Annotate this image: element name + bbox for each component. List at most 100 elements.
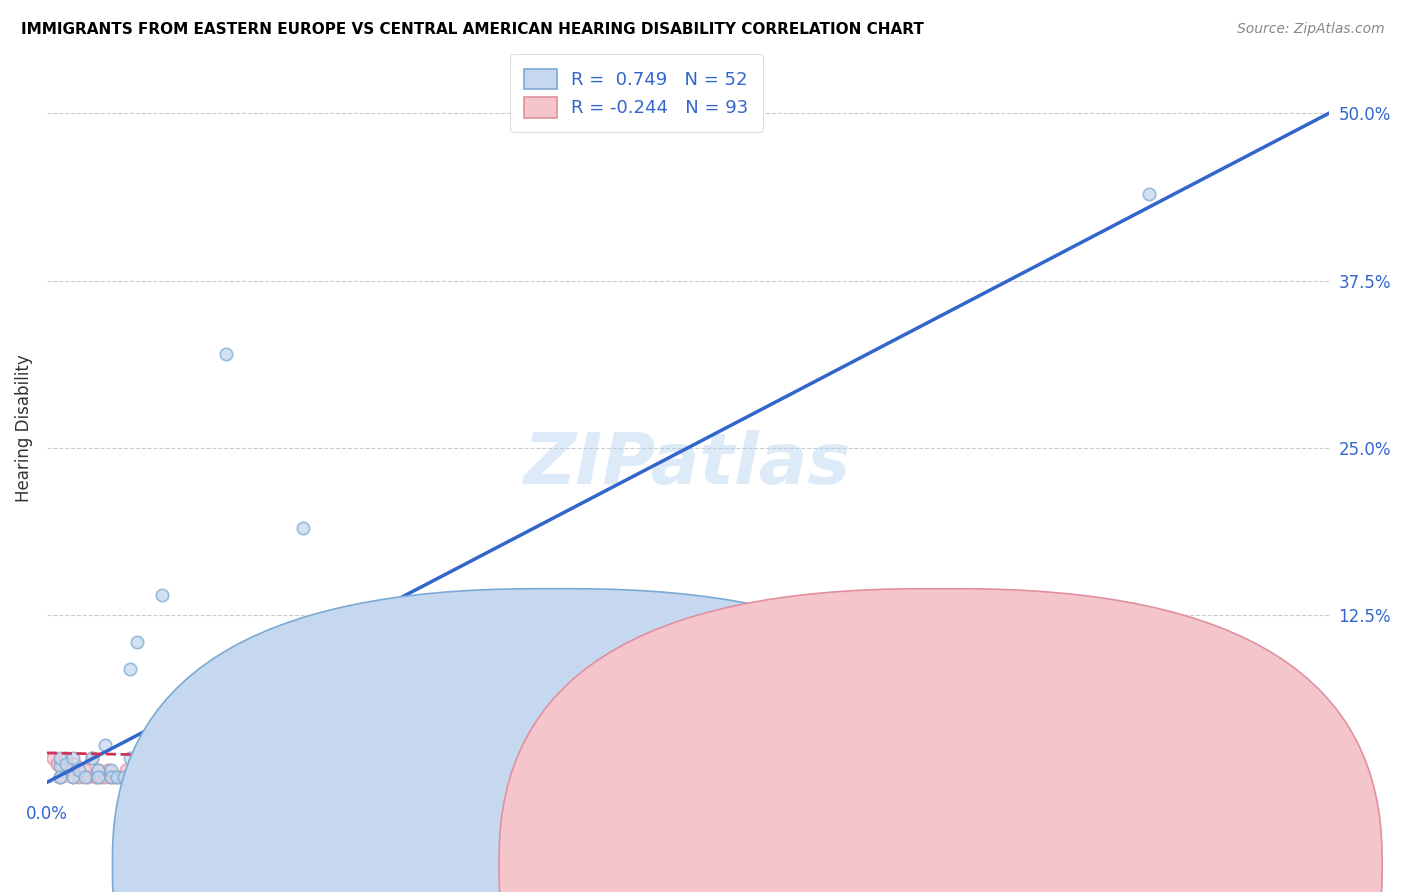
Point	[395, 689, 418, 703]
Point	[1125, 770, 1147, 784]
Point	[1305, 770, 1327, 784]
Point	[112, 770, 135, 784]
Point	[343, 770, 366, 784]
Point	[115, 764, 138, 778]
Point	[285, 764, 308, 778]
Point	[145, 751, 167, 765]
Point	[62, 751, 84, 765]
Point	[122, 770, 145, 784]
Point	[84, 770, 107, 784]
Point	[292, 521, 315, 535]
Point	[305, 770, 328, 784]
Point	[55, 756, 77, 771]
Point	[305, 770, 328, 784]
Point	[75, 770, 97, 784]
Point	[1137, 186, 1160, 201]
Point	[105, 770, 128, 784]
Point	[150, 770, 173, 784]
Point	[247, 751, 270, 765]
Point	[323, 764, 346, 778]
Point	[548, 770, 571, 784]
Point	[100, 764, 122, 778]
Point	[170, 770, 193, 784]
Point	[150, 588, 173, 602]
Point	[165, 751, 187, 765]
Point	[285, 770, 308, 784]
Point	[67, 764, 90, 778]
Text: Source: ZipAtlas.com: Source: ZipAtlas.com	[1237, 22, 1385, 37]
Point	[266, 770, 288, 784]
Point	[97, 764, 120, 778]
Point	[62, 770, 84, 784]
Point	[125, 635, 148, 649]
Point	[235, 770, 257, 784]
Point	[869, 770, 891, 784]
Point	[93, 738, 115, 752]
Point	[177, 770, 200, 784]
Point	[120, 662, 142, 676]
Point	[48, 751, 70, 765]
Point	[165, 764, 187, 778]
Point	[330, 770, 353, 784]
Point	[420, 764, 443, 778]
Point	[804, 770, 827, 784]
Point	[183, 770, 205, 784]
Point	[253, 770, 276, 784]
Point	[51, 759, 73, 773]
Point	[190, 770, 212, 784]
Point	[1215, 770, 1237, 784]
Point	[420, 770, 443, 784]
Point	[240, 770, 263, 784]
Text: Immigrants from Eastern Europe: Immigrants from Eastern Europe	[509, 855, 770, 870]
Point	[280, 689, 302, 703]
Point	[298, 770, 321, 784]
Point	[1062, 770, 1084, 784]
Point	[260, 770, 283, 784]
Point	[1267, 751, 1289, 765]
Text: IMMIGRANTS FROM EASTERN EUROPE VS CENTRAL AMERICAN HEARING DISABILITY CORRELATIO: IMMIGRANTS FROM EASTERN EUROPE VS CENTRA…	[21, 22, 924, 37]
Point	[1164, 770, 1187, 784]
Point	[202, 770, 225, 784]
Point	[222, 751, 245, 765]
Point	[195, 770, 218, 784]
Point	[90, 770, 112, 784]
Text: ZIPatlas: ZIPatlas	[524, 430, 852, 500]
Point	[208, 770, 231, 784]
Point	[55, 751, 77, 765]
Point	[523, 770, 546, 784]
Point	[67, 770, 90, 784]
Point	[120, 770, 142, 784]
Point	[135, 770, 157, 784]
Point	[141, 770, 163, 784]
Point	[318, 770, 340, 784]
Point	[676, 770, 699, 784]
Point	[202, 770, 225, 784]
Point	[395, 770, 418, 784]
Point	[235, 764, 257, 778]
Legend: R =  0.749   N = 52, R = -0.244   N = 93: R = 0.749 N = 52, R = -0.244 N = 93	[510, 54, 763, 132]
Point	[62, 770, 84, 784]
Point	[193, 770, 215, 784]
Point	[138, 770, 160, 784]
Point	[292, 770, 315, 784]
Point	[112, 770, 135, 784]
Point	[132, 764, 155, 778]
Point	[48, 759, 70, 773]
Point	[343, 764, 366, 778]
Point	[125, 770, 148, 784]
Point	[190, 770, 212, 784]
Point	[93, 770, 115, 784]
Point	[128, 770, 150, 784]
Point	[932, 770, 955, 784]
Point	[228, 764, 250, 778]
Point	[77, 770, 100, 784]
Point	[311, 770, 333, 784]
Point	[368, 770, 391, 784]
Point	[80, 751, 103, 765]
Y-axis label: Hearing Disability: Hearing Disability	[15, 354, 32, 501]
Point	[260, 770, 283, 784]
Point	[63, 756, 86, 771]
Point	[46, 756, 69, 771]
Point	[741, 689, 763, 703]
Point	[166, 770, 188, 784]
